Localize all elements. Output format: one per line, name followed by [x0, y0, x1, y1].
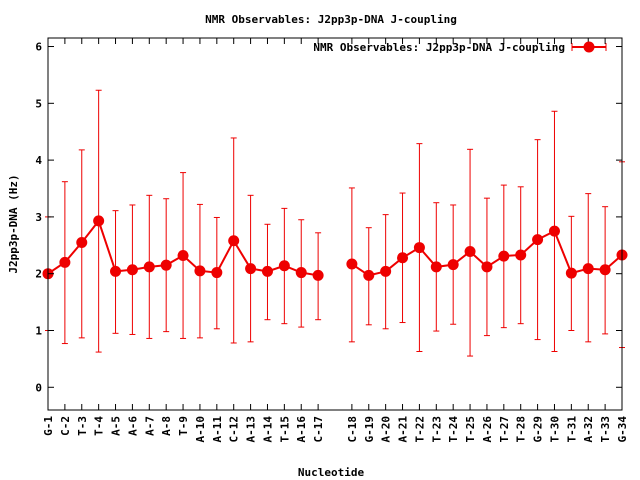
x-axis: G-1 C-2 T-3 T-4 A-5 A-6 A-7 A-8 T-9 A-10 A-11 C-12 A… [42, 38, 629, 443]
x-tick-label: A-11 [211, 416, 224, 443]
x-tick-label: C-17 [312, 416, 325, 443]
x-tick-label: T-27 [498, 416, 511, 443]
data-point [548, 225, 560, 237]
y-tick-label: 2 [35, 268, 42, 281]
data-point [464, 246, 476, 258]
plot-area [42, 89, 628, 357]
data-point [346, 258, 358, 270]
data-point [380, 265, 392, 277]
legend: NMR Observables: J2pp3p-DNA J-coupling [313, 41, 607, 54]
data-point [228, 235, 240, 247]
data-point [177, 250, 189, 262]
x-tick-label: T-33 [599, 416, 612, 443]
data-point [515, 249, 527, 261]
x-tick-label: A-21 [397, 416, 410, 443]
data-point [93, 215, 105, 227]
x-tick-label: A-32 [582, 416, 595, 443]
x-tick-label: G-19 [363, 416, 376, 443]
data-point [194, 265, 206, 277]
x-tick-label: T-31 [565, 416, 578, 443]
y-axis-label: J2pp3p-DNA (Hz) [7, 174, 20, 273]
data-point [599, 264, 611, 276]
x-tick-label: A-14 [261, 416, 274, 443]
x-tick-label: T-3 [76, 416, 89, 436]
data-point [110, 265, 122, 277]
data-point [143, 261, 155, 273]
data-point [261, 265, 273, 277]
x-tick-label: C-2 [59, 416, 72, 436]
x-tick-label: T-23 [430, 416, 443, 443]
x-tick-label: T-15 [278, 416, 291, 443]
data-point [582, 263, 594, 275]
x-tick-label: T-30 [548, 416, 561, 443]
x-tick-label: G-34 [616, 416, 629, 443]
x-tick-label: T-4 [93, 416, 106, 436]
x-tick-label: A-26 [481, 416, 494, 443]
data-point [363, 269, 375, 281]
x-tick-label: C-12 [228, 416, 241, 443]
x-tick-label: A-5 [110, 416, 123, 436]
data-point [498, 250, 510, 262]
x-tick-label: T-9 [177, 416, 190, 436]
y-tick-label: 4 [35, 154, 42, 167]
legend-marker [583, 41, 595, 53]
y-tick-label: 0 [35, 381, 42, 394]
y-tick-label: 5 [35, 97, 42, 110]
data-point [413, 242, 425, 254]
data-point [126, 264, 138, 276]
x-tick-label: T-28 [515, 416, 528, 443]
data-point [278, 260, 290, 272]
data-point [532, 234, 544, 246]
data-point [59, 256, 71, 268]
data-point [211, 267, 223, 279]
data-point [160, 259, 172, 271]
x-tick-label: T-24 [447, 416, 460, 443]
data-point [245, 263, 257, 275]
data-point [397, 252, 409, 264]
data-point [481, 261, 493, 273]
data-point [295, 267, 307, 279]
plot-frame [47, 37, 623, 411]
x-tick-label: A-13 [245, 416, 258, 443]
x-tick-label: A-20 [380, 416, 393, 443]
x-tick-label: T-22 [413, 416, 426, 443]
x-tick-label: A-10 [194, 416, 207, 443]
x-tick-label: A-16 [295, 416, 308, 443]
y-axis: 0 1 2 3 4 5 6 [35, 41, 622, 394]
x-tick-label: G-29 [532, 416, 545, 443]
x-tick-label: C-18 [346, 416, 359, 443]
x-tick-label: T-25 [464, 416, 477, 443]
data-point [565, 267, 577, 279]
x-tick-label: A-8 [160, 416, 173, 436]
y-tick-label: 3 [35, 211, 42, 224]
data-point [447, 259, 459, 271]
x-tick-label: A-6 [126, 416, 139, 436]
legend-label: NMR Observables: J2pp3p-DNA J-coupling [313, 41, 565, 54]
data-point [430, 261, 442, 273]
data-point [312, 269, 324, 281]
x-tick-label: A-7 [143, 416, 156, 436]
x-axis-label: Nucleotide [298, 466, 365, 479]
chart-title: NMR Observables: J2pp3p-DNA J-coupling [205, 13, 457, 26]
data-point [76, 236, 88, 248]
y-tick-label: 6 [35, 41, 42, 54]
x-tick-label: G-1 [42, 416, 55, 436]
y-tick-label: 1 [35, 324, 42, 337]
